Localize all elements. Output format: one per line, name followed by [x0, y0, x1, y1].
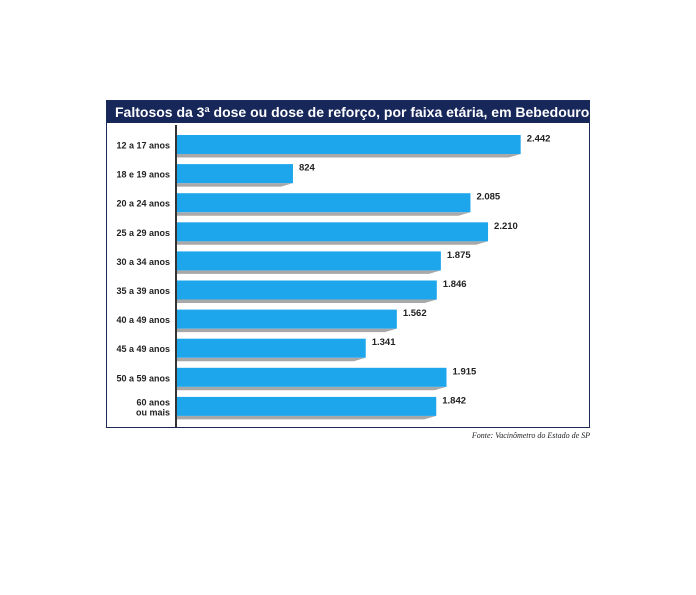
bar [177, 338, 366, 358]
bar-shadow [177, 183, 293, 187]
category-label: 40 a 49 anos [116, 315, 170, 325]
bar-shadow [177, 212, 471, 216]
category-label: 25 a 29 anos [116, 228, 170, 238]
bar-shadow [177, 328, 397, 333]
category-label: 50 a 59 anos [116, 373, 170, 383]
data-label: 1.842 [442, 395, 466, 406]
chart-frame: Faltosos da 3ª dose ou dose de reforço, … [106, 100, 590, 428]
bar-shadow [177, 386, 447, 391]
category-label: 35 a 39 anos [116, 286, 170, 296]
bar [177, 222, 489, 242]
data-label: 1.846 [443, 279, 467, 290]
bar [177, 193, 471, 213]
bar-shadow [177, 415, 437, 420]
data-label: 2.442 [527, 134, 551, 145]
data-label: 1.915 [453, 366, 477, 377]
category-label: 45 a 49 anos [116, 344, 170, 354]
category-label: 30 a 34 anos [116, 257, 170, 267]
bar-chart: 2.442 12 a 17 anos 824 18 e 19 anos 2.085 20 … [116, 125, 551, 427]
category-label: 18 e 19 anos [116, 170, 170, 180]
bar [177, 164, 293, 184]
data-label: 2.210 [494, 221, 518, 232]
bar [177, 396, 437, 416]
source-note: Fonte: Vacinômetro do Estado de SP [471, 431, 590, 440]
category-label: 60 anos ou mais [136, 397, 170, 417]
bar-shadow [177, 154, 521, 158]
data-label: 1.562 [403, 308, 427, 319]
bar-shadow [177, 270, 441, 274]
data-label: 1.341 [372, 337, 396, 348]
bar-shadow [177, 357, 366, 362]
bar [177, 251, 441, 271]
bar-shadow [177, 241, 489, 245]
bar [177, 367, 447, 387]
data-label: 1.875 [447, 250, 471, 261]
data-label: 2.085 [476, 192, 500, 203]
chart-title: Faltosos da 3ª dose ou dose de reforço, … [107, 101, 589, 123]
category-label: 12 a 17 anos [116, 141, 170, 151]
bar-shadow [177, 299, 437, 303]
data-label: 824 [299, 163, 316, 174]
bar [177, 135, 521, 154]
bar [177, 280, 437, 300]
bar [177, 309, 397, 329]
category-label: 20 a 24 anos [116, 199, 170, 209]
